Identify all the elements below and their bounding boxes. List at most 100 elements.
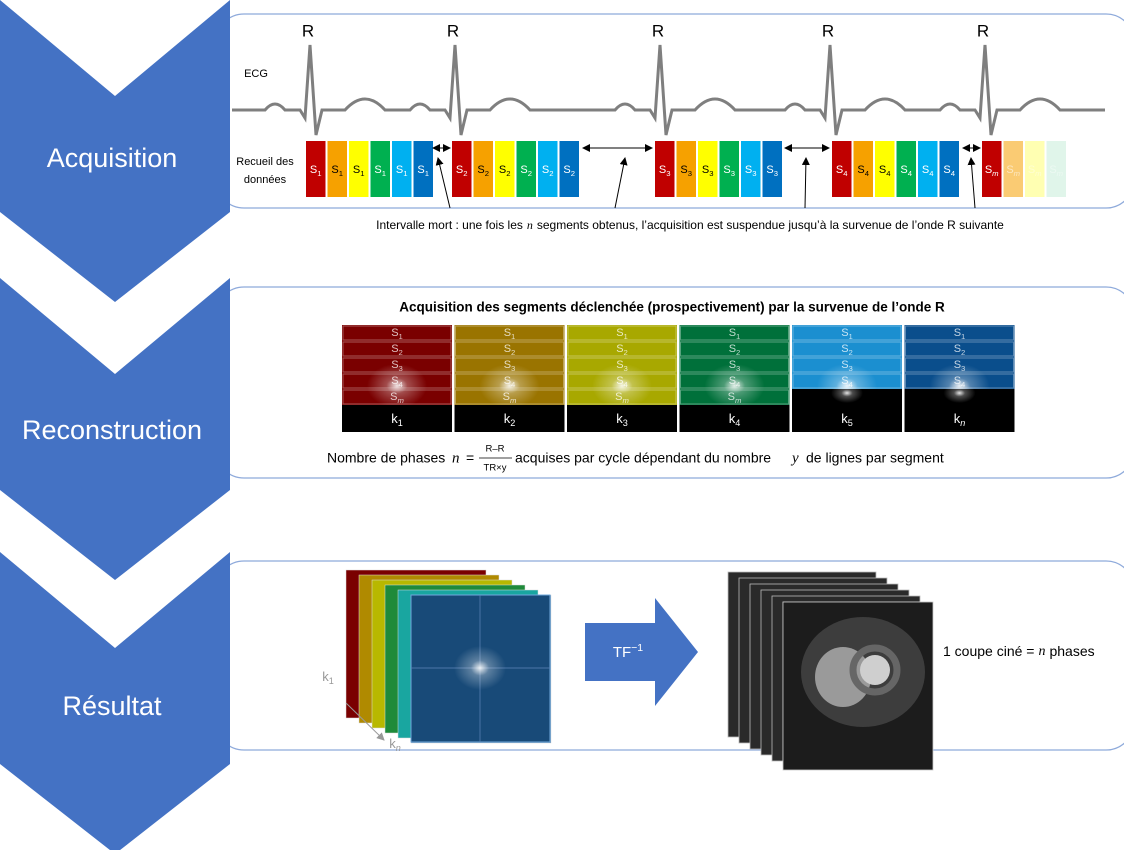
kspace-row-label: S4 <box>391 375 403 389</box>
kspace-row <box>680 373 789 389</box>
kspace-row <box>680 357 789 373</box>
label-sub: n <box>960 418 965 428</box>
segment-block <box>538 141 558 197</box>
r-peak-label: R <box>977 21 989 40</box>
stage-chevron <box>0 552 230 850</box>
label-sub: 3 <box>736 364 740 373</box>
label-sub: 3 <box>961 364 965 373</box>
label-sub: 2 <box>624 348 628 357</box>
label-sub: 1 <box>849 332 853 341</box>
formula-text: de lignes par segment <box>806 450 944 466</box>
label-base: S <box>391 343 398 355</box>
note-text: segments obtenus, l’acquisition est susp… <box>537 218 1004 232</box>
formula-num: R–R <box>485 444 504 455</box>
label-base: S <box>680 164 687 176</box>
segment-label: S2 <box>563 164 575 178</box>
kspace-row <box>792 325 902 341</box>
kspace-k-box <box>342 405 452 432</box>
kspace-glow <box>479 363 540 408</box>
kspace-row <box>680 341 789 357</box>
kspace-glow <box>943 383 976 403</box>
kspace-row <box>342 389 452 405</box>
kspace-row-label: S1 <box>729 327 741 341</box>
stage-label: Résultat <box>62 691 162 721</box>
pointer-arrow <box>967 157 976 209</box>
caption-text: phases <box>1049 643 1094 659</box>
label-sub: 1 <box>511 332 515 341</box>
reconstruction-title: Acquisition des segments déclenchée (pro… <box>399 300 945 315</box>
segment-block <box>918 141 938 197</box>
label-base: S <box>857 164 864 176</box>
kspace-row <box>680 389 789 405</box>
formula-var: n <box>452 450 460 466</box>
segment-block <box>1025 141 1045 197</box>
label-sub: 1 <box>329 676 334 686</box>
kspace-row-label: Sm <box>615 391 629 405</box>
label-base: k <box>504 411 511 426</box>
label-sub: 1 <box>360 169 364 178</box>
transform-label: TF−1 <box>613 642 643 661</box>
kspace-row <box>792 341 902 357</box>
segment-label: S3 <box>766 164 778 178</box>
segment-block <box>349 141 369 197</box>
r-peak-label: R <box>447 21 459 40</box>
label-base: S <box>1049 164 1056 176</box>
kspace-row <box>342 357 452 373</box>
label-sub: 3 <box>511 364 515 373</box>
segment-label: S1 <box>353 164 365 178</box>
kspace-glow <box>831 383 863 403</box>
caption-var: n <box>1038 644 1045 659</box>
axis-label: k1 <box>322 669 334 686</box>
data-label: données <box>244 174 287 186</box>
segment-label: S2 <box>477 164 489 178</box>
segment-label: S4 <box>943 164 955 178</box>
kspace-row-label: S2 <box>729 343 741 357</box>
segment-label: S4 <box>857 164 869 178</box>
kspace-row-label: S2 <box>954 343 966 357</box>
label-base: S <box>922 164 929 176</box>
label-sub: 2 <box>506 169 510 178</box>
label-sub: m <box>622 396 629 405</box>
label-base: S <box>766 164 773 176</box>
label-sub: 2 <box>849 348 853 357</box>
formula-den: TR×y <box>484 463 507 474</box>
segment-block <box>676 141 696 197</box>
label-base: S <box>391 375 398 387</box>
kspace-row <box>342 325 452 341</box>
label-sub: 1 <box>425 169 429 178</box>
kspace-row-label: S1 <box>504 327 516 341</box>
label-sub: 1 <box>398 418 403 428</box>
segment-block <box>370 141 390 197</box>
segment-block <box>452 141 472 197</box>
label-base: S <box>616 343 623 355</box>
label-sub: 1 <box>382 169 386 178</box>
formula-var: y <box>790 450 799 466</box>
segment-label: S1 <box>417 164 429 178</box>
kspace-row <box>455 341 564 357</box>
segment-block <box>875 141 895 197</box>
label-base: S <box>542 164 549 176</box>
label-sub: 2 <box>571 169 575 178</box>
kspace-row-label: S2 <box>391 343 403 357</box>
segment-label: S1 <box>310 164 322 178</box>
kspace-row <box>567 357 677 373</box>
label-base: S <box>836 164 843 176</box>
label-base: S <box>954 343 961 355</box>
label-base: S <box>504 375 511 387</box>
kspace-row-label: S1 <box>616 327 628 341</box>
r-peak-label: R <box>302 21 314 40</box>
kspace-glow <box>454 646 506 690</box>
label-base: k <box>322 669 329 684</box>
kspace-row <box>342 373 452 389</box>
label-sub: 4 <box>735 418 740 428</box>
kspace-row-label: S3 <box>504 359 516 373</box>
segment-label: S4 <box>922 164 934 178</box>
kspace-k-label: k2 <box>504 411 516 428</box>
kspace-row-label: S2 <box>616 343 628 357</box>
segment-label: S3 <box>723 164 735 178</box>
segment-block <box>1003 141 1023 197</box>
label-sub: 4 <box>399 380 404 389</box>
label-sub: m <box>510 396 517 405</box>
note-var: n <box>527 218 533 232</box>
segment-label: S2 <box>499 164 511 178</box>
